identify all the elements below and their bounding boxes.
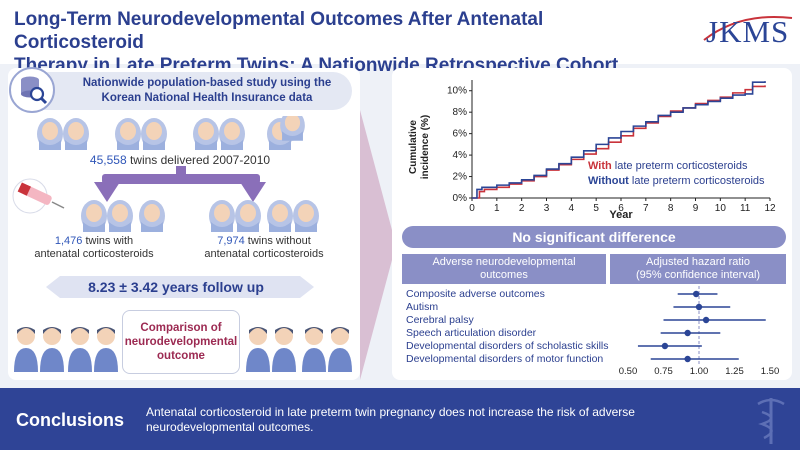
forest-tick-label: 1.25	[725, 366, 744, 377]
header: Long-Term Neurodevelopmental Outcomes Af…	[0, 0, 800, 99]
y-axis-label: Cumulative incidence (%)	[408, 115, 431, 179]
database-line-1: Nationwide population-based study using …	[82, 77, 332, 89]
hazard-ratio-point	[702, 316, 710, 324]
forest-tick-label: 1.50	[761, 366, 780, 377]
logo-swoosh-icon	[703, 15, 793, 41]
x-tick-label: 2	[519, 203, 525, 214]
group-with-label: twins with	[82, 235, 134, 247]
hazard-ratio-header-line-1: Adjusted hazard ratio	[646, 256, 750, 268]
group-without-count: 7,974	[217, 235, 245, 247]
outcome-row: Cerebral palsy	[406, 314, 474, 326]
conclusions-text: Antenatal corticosteroid in late preterm…	[146, 405, 635, 434]
forest-plot: 0.50 0.75 1.00 1.25 1.50	[619, 286, 780, 377]
x-tick-label: 1	[494, 203, 500, 214]
group-with-count: 1,476	[54, 235, 83, 247]
x-tick-label: 9	[693, 203, 699, 214]
total-count: 45,558	[89, 153, 127, 167]
conclusions-label: Conclusions	[16, 410, 125, 430]
conclusions-bar: Conclusions Antenatal corticosteroid in …	[0, 388, 800, 450]
forest-tick-label: 1.00	[690, 366, 709, 377]
outcome-row: Developmental disorders of motor functio…	[406, 353, 604, 365]
comparison-line-2: neurodevelopmental	[124, 336, 238, 348]
hazard-ratio-point	[684, 355, 691, 363]
hazard-ratio-header: Adjusted hazard ratio (95% confidence in…	[610, 254, 786, 284]
comparison-box: Comparison of neurodevelopmental outcome	[122, 310, 240, 374]
hazard-ratio-point	[692, 290, 700, 298]
legend-with: With late preterm corticosteroids	[588, 160, 747, 172]
children-left-icon	[14, 327, 118, 372]
no-significant-banner: No significant difference	[402, 226, 786, 248]
caduceus-icon	[757, 398, 785, 444]
y-axis-label-line-2: incidence (%)	[420, 115, 431, 179]
outcome-row: Developmental disorders of scholastic sk…	[406, 340, 609, 352]
x-tick-label: 6	[618, 203, 624, 214]
children-right-icon	[246, 327, 352, 372]
group-twins-icon	[81, 200, 319, 232]
outcome-row: Autism	[406, 301, 439, 313]
hazard-ratio-point	[661, 342, 669, 350]
title-line-1: Long-Term Neurodevelopmental Outcomes Af…	[14, 9, 544, 53]
x-tick-label: 12	[764, 203, 776, 214]
legend-with-bold: With	[588, 160, 612, 172]
database-line-2: Korean National Health Insurance data	[101, 92, 313, 104]
x-tick-label: 7	[643, 203, 649, 214]
group-without-label-2: antenatal corticosteroids	[204, 248, 324, 260]
outcomes-header-line-2: outcomes	[480, 269, 528, 281]
legend-without-bold: Without	[588, 175, 629, 187]
forest-tick-label: 0.75	[654, 366, 673, 377]
total-twins-text: 45,558 twins delivered 2007-2010	[0, 153, 360, 167]
hazard-ratio-header-line-2: (95% confidence interval)	[635, 269, 761, 281]
comparison-line-3: outcome	[157, 350, 205, 362]
group-with-steroids: 1,476 twins with antenatal corticosteroi…	[24, 235, 164, 261]
x-tick-label: 5	[593, 203, 599, 214]
y-tick-label: 4%	[453, 150, 468, 161]
y-tick-label: 2%	[453, 172, 468, 183]
group-with-label-2: antenatal corticosteroids	[34, 248, 154, 260]
x-tick-label: 0	[469, 203, 475, 214]
legend-without-text: late preterm corticosteroids	[628, 175, 765, 187]
total-label: twins delivered 2007-2010	[126, 153, 271, 167]
outcomes-header: Adverse neurodevelopmental outcomes	[402, 254, 606, 284]
y-tick-label: 0%	[453, 193, 468, 204]
y-axis-label-line-1: Cumulative	[408, 120, 419, 174]
x-axis-label: Year	[609, 209, 633, 221]
group-without-label: twins without	[244, 235, 311, 247]
cumulative-incidence-chart: Cumulative incidence (%) 0 1 2 3 4 5 6 7 8 9 10 11 1…	[408, 80, 776, 221]
y-tick-label: 6%	[453, 129, 468, 140]
y-tick-label: 8%	[453, 107, 468, 118]
x-tick-label: 11	[740, 203, 751, 214]
series-without-line	[472, 81, 766, 199]
x-tick-label: 10	[715, 203, 727, 214]
twins-cohort-icon	[37, 116, 305, 150]
x-tick-label: 4	[569, 203, 575, 214]
outcomes-header-line-1: Adverse neurodevelopmental	[432, 256, 576, 268]
hazard-ratio-point	[684, 329, 691, 337]
split-arrow-icon	[94, 166, 266, 202]
legend-with-text: late preterm corticosteroids	[611, 160, 748, 172]
x-tick-label: 3	[544, 203, 550, 214]
database-pill: Nationwide population-based study using …	[9, 67, 352, 113]
follow-up-text: 8.23 ± 3.42 years follow up	[88, 279, 264, 295]
comparison-line-1: Comparison of	[140, 322, 222, 334]
forest-tick-label: 0.50	[619, 366, 638, 377]
syringe-icon	[12, 178, 65, 214]
journal-logo: JKMS	[706, 14, 790, 49]
follow-up-arrow-icon	[46, 276, 314, 298]
hazard-ratio-point	[695, 303, 703, 311]
y-tick-label: 10%	[447, 86, 467, 97]
database-description: Nationwide population-based study using …	[64, 76, 350, 106]
outcome-row: Speech articulation disorder	[406, 327, 537, 339]
legend-without: Without late preterm corticosteroids	[588, 175, 765, 187]
x-tick-label: 8	[668, 203, 674, 214]
outcome-row: Composite adverse outcomes	[406, 288, 545, 300]
chevron-right-icon	[360, 110, 396, 380]
results-panel	[392, 68, 792, 380]
group-without-steroids: 7,974 twins without antenatal corticoste…	[196, 235, 332, 261]
outcome-list: Composite adverse outcomes Autism Cerebr…	[406, 288, 616, 366]
database-search-icon	[9, 67, 55, 113]
